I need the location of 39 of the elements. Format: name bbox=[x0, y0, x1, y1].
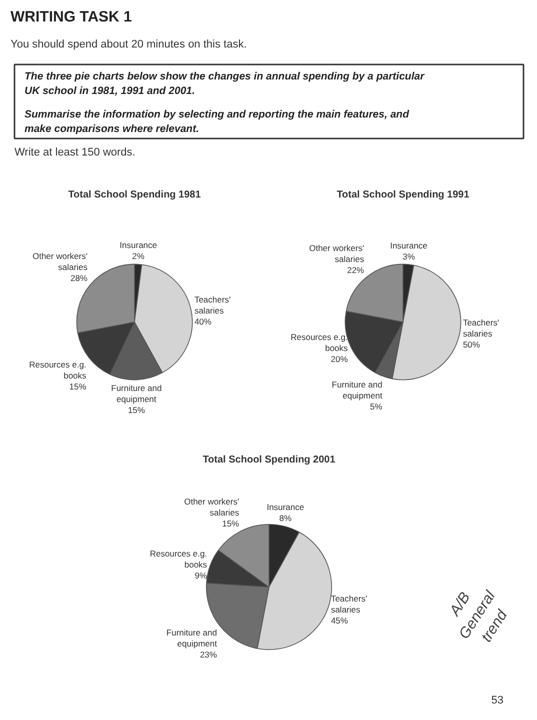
data-label: 40% bbox=[194, 316, 212, 327]
data-label: 23% bbox=[200, 649, 218, 660]
slice-label: Furniture and equipment bbox=[166, 627, 218, 648]
text: The three pie charts below show the changes in annual spending by a particular UK school in 1981, 1991 and 2001. bbox=[24, 70, 426, 97]
text: Summarise the information by selecting and reporting the main features, and make comparisons where relevant. bbox=[24, 108, 410, 135]
data-label: 22% bbox=[347, 264, 365, 275]
text: 53 bbox=[491, 694, 504, 706]
data-label: 15% bbox=[222, 518, 240, 528]
text: You should spend about 20 minutes on this task. bbox=[10, 38, 247, 50]
slice-label: Resources e.g. books bbox=[290, 332, 348, 353]
data-label: 45% bbox=[330, 615, 348, 626]
slice-label: Teachers' salaries bbox=[194, 294, 231, 316]
data-label: 8% bbox=[279, 513, 292, 524]
chart-title: Total School Spending 2001 bbox=[202, 454, 336, 466]
slice-label: Resources e.g. books bbox=[150, 548, 208, 570]
slice-label: Insurance bbox=[390, 240, 428, 250]
slice-label: Other workers' salaries bbox=[184, 496, 240, 518]
slice-label: Insurance bbox=[120, 240, 158, 250]
data-label: 2% bbox=[132, 251, 145, 262]
data-label: 15% bbox=[69, 381, 87, 392]
slice-label: Resources e.g. books bbox=[29, 359, 86, 380]
slice-label: Insurance bbox=[266, 502, 304, 512]
data-label: 28% bbox=[70, 273, 88, 284]
slice-label: Teachers' salaries bbox=[330, 593, 368, 614]
slice-label: Furniture and equipment bbox=[111, 383, 162, 404]
data-label: 5% bbox=[370, 401, 383, 412]
text: Write at least 150 words. bbox=[14, 146, 136, 158]
chart-title: Total School Spending 1981 bbox=[68, 190, 202, 201]
data-label: 20% bbox=[330, 354, 348, 364]
slice-label: Other workers' salaries bbox=[309, 242, 364, 264]
slice-label: Other workers' salaries bbox=[32, 251, 88, 272]
chart-title: Total School Spending 1991 bbox=[336, 190, 470, 201]
slice-label: Teachers' salaries bbox=[462, 317, 500, 338]
data-label: 3% bbox=[402, 251, 416, 262]
text: WRITING TASK 1 bbox=[10, 8, 132, 26]
slice-label: Furniture and equipment bbox=[332, 379, 383, 400]
data-label: 9% bbox=[194, 570, 208, 581]
data-label: 15% bbox=[128, 405, 146, 416]
data-label: 50% bbox=[462, 339, 480, 350]
